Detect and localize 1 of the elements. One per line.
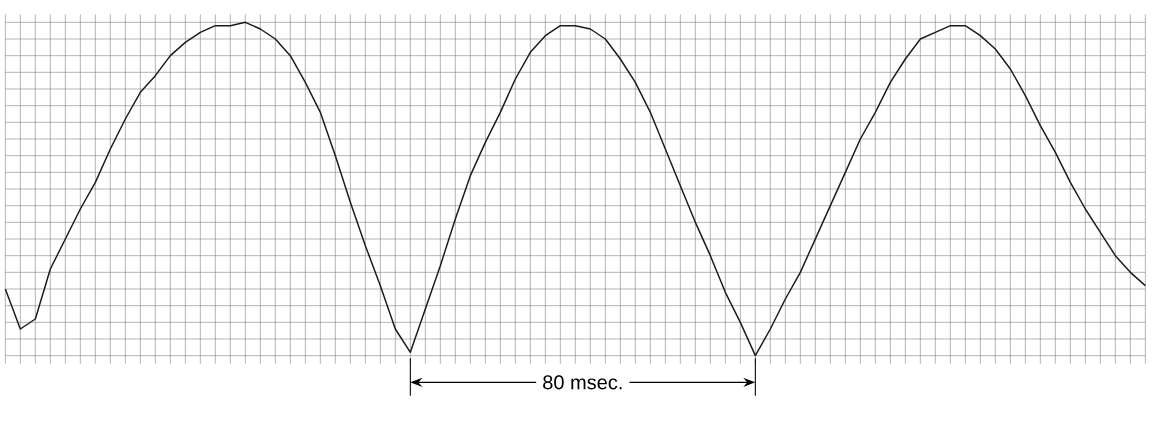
text: 80 msec. (543, 375, 622, 390)
